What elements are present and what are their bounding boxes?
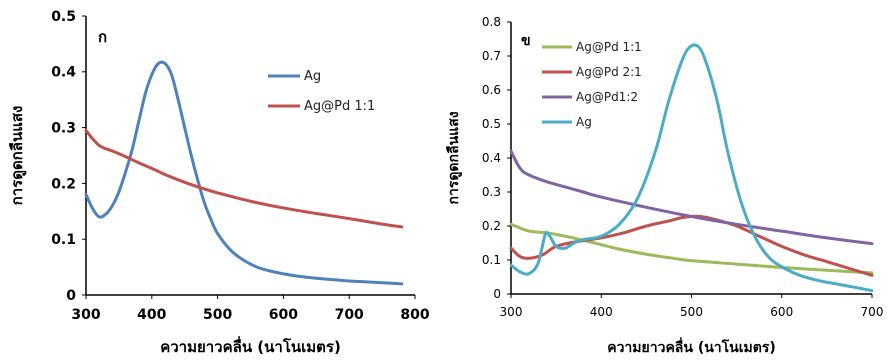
y-tick-label: 0.2 [51, 176, 76, 192]
y-tick-label: 0.4 [51, 65, 76, 81]
y-tick-label: 0.7 [482, 49, 501, 63]
legend-label: Ag@Pd 1:1 [304, 99, 375, 114]
y-tick-label: 0.4 [482, 151, 501, 165]
x-tick-label: 500 [680, 305, 703, 319]
y-tick-label: 0.1 [482, 253, 501, 267]
legend-label: Ag [576, 115, 592, 129]
y-tick-label: 0.2 [482, 219, 501, 233]
x-tick-label: 700 [335, 307, 364, 323]
y-tick-label: 0.8 [482, 15, 501, 29]
y-tick-label: 0 [66, 288, 76, 304]
legend-label: Ag@Pd 2:1 [576, 65, 642, 79]
x-tick-label: 400 [590, 305, 613, 319]
x-tick-label: 300 [500, 305, 523, 319]
panel-label: ข [521, 33, 531, 49]
panel-label: ก [98, 28, 107, 46]
series-line-ag [84, 60, 404, 286]
series-line-ag [509, 43, 874, 293]
y-tick-label: 0.5 [482, 117, 501, 131]
x-axis-title: ความยาวคลื่น (นาโนเมตร) [160, 336, 341, 356]
x-tick-label: 500 [203, 307, 232, 323]
y-tick-label: 0 [493, 287, 501, 301]
x-tick-label: 700 [861, 305, 884, 319]
y-tick-label: 0.1 [51, 232, 76, 248]
chart-a: 300 400 500 600 700 800 0 0.1 0.2 0.3 0.4 0.5 Ag Ag@P… [8, 9, 430, 356]
series-line-ag-pd1-2 [509, 149, 874, 246]
legend-label: Ag@Pd 1:1 [576, 40, 642, 54]
series-line-ag-pd-2-1 [509, 214, 874, 277]
series-line-ag-pd-1-1 [84, 128, 404, 229]
x-tick-label: 800 [400, 307, 429, 323]
x-tick-label: 600 [770, 305, 793, 319]
y-tick-label: 0.5 [51, 9, 76, 25]
chart-b: 300 400 500 600 700 0 0.1 0.2 0.3 0.4 0.5 0.6 0.7 0.8… [446, 15, 884, 356]
y-tick-label: 0.3 [482, 185, 501, 199]
x-tick-label: 400 [137, 307, 166, 323]
y-tick-label: 0.6 [482, 83, 501, 97]
x-tick-label: 300 [71, 307, 100, 323]
y-tick-label: 0.3 [51, 121, 76, 137]
chart-panel-a: 300 400 500 600 700 800 0 0.1 0.2 0.3 0.4 0.5 Ag Ag@P… [0, 0, 440, 360]
y-axis-title: การดูดกลืนแสง [8, 106, 27, 206]
y-axis-title: การดูดกลืนแสง [446, 111, 462, 204]
x-tick-label: 600 [269, 307, 298, 323]
chart-panel-b: 300 400 500 600 700 0 0.1 0.2 0.3 0.4 0.5 0.6 0.7 0.8… [440, 0, 891, 360]
x-axis-title: ความยาวคลื่น (นาโนเมตร) [607, 337, 776, 356]
legend-label: Ag@Pd1:2 [576, 90, 638, 104]
legend-label: Ag [304, 69, 321, 84]
